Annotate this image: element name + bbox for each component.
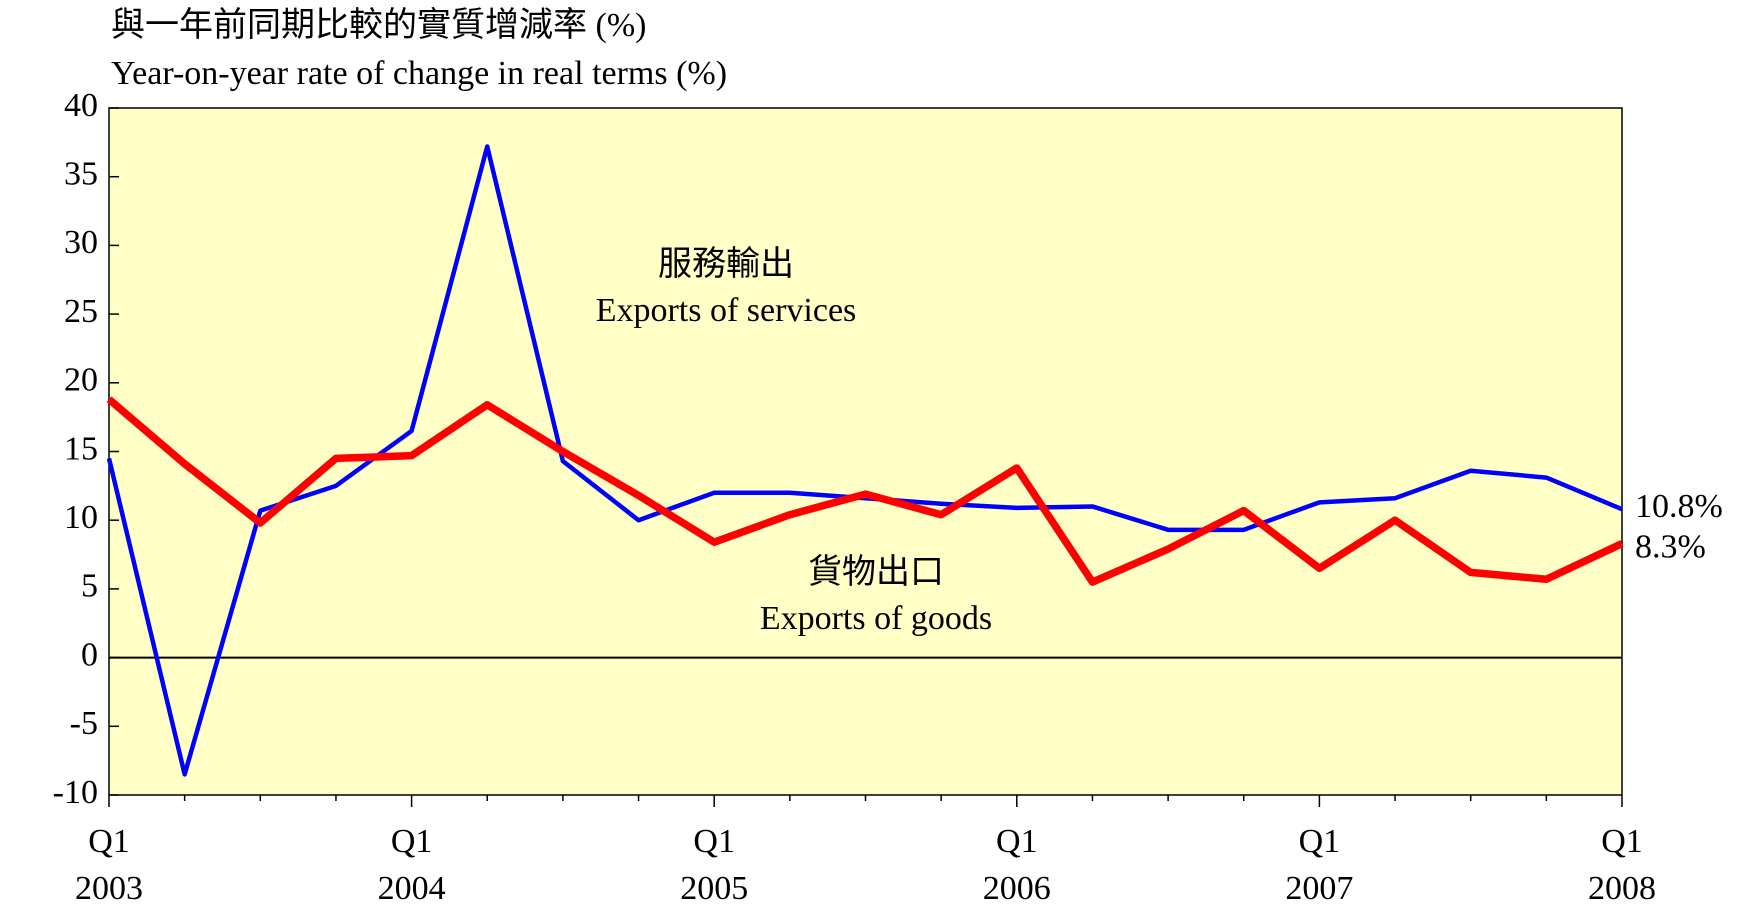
- title-en: Year-on-year rate of change in real term…: [111, 55, 727, 92]
- series-line: [106, 144, 1623, 777]
- y-tick-label: 0: [81, 636, 98, 673]
- x-tick-label: Q1: [1601, 823, 1643, 860]
- x-tick-label: 2003: [75, 870, 143, 907]
- x-tick-label: 2007: [1285, 870, 1353, 907]
- y-tick-label: -5: [70, 705, 98, 742]
- y-tick-label: 15: [64, 430, 98, 467]
- x-tick-label: Q1: [391, 823, 433, 860]
- end-value-label: 8.3%: [1635, 528, 1706, 565]
- title-zh: 與一年前同期比較的實質增減率 (%): [111, 6, 646, 44]
- y-tick-label: 25: [64, 293, 98, 330]
- y-tick-label: 20: [64, 362, 98, 399]
- plot-area: [108, 107, 1623, 796]
- y-tick-label: 40: [64, 87, 98, 124]
- y-tick-label: 35: [64, 155, 98, 192]
- end-value-label: 10.8%: [1635, 488, 1723, 525]
- y-tick-label: 30: [64, 224, 98, 261]
- x-tick-label: 2008: [1588, 870, 1656, 907]
- x-tick-label: Q1: [996, 823, 1038, 860]
- series-line: [106, 396, 1624, 586]
- series-label-zh: 貨物出口: [808, 553, 944, 591]
- x-tick-label: Q1: [1299, 823, 1341, 860]
- y-tick-label: -10: [53, 774, 98, 811]
- x-tick-label: 2006: [983, 870, 1051, 907]
- y-tick-label: 5: [81, 568, 98, 605]
- x-tick-label: Q1: [693, 823, 735, 860]
- x-tick-label: 2004: [378, 870, 446, 907]
- series-label-zh: 服務輸出: [658, 245, 794, 283]
- x-tick-label: 2005: [680, 870, 748, 907]
- series-label-en: Exports of services: [596, 292, 857, 329]
- y-tick-label: 10: [64, 499, 98, 536]
- x-tick-label: Q1: [88, 823, 130, 860]
- series-label-en: Exports of goods: [760, 600, 992, 637]
